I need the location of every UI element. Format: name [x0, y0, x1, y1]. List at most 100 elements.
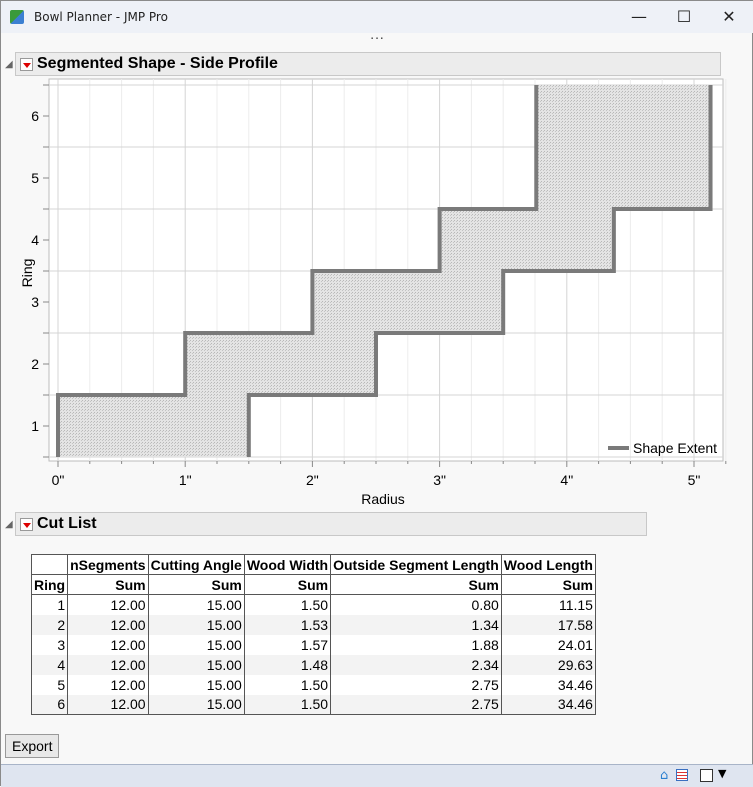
value-cell: 24.01	[500, 634, 596, 655]
table-row: 1 12.00 15.00 1.50 0.80 11.15	[30, 594, 596, 615]
ring-cell: 6	[30, 694, 68, 715]
x-axis-label: Radius	[361, 491, 405, 507]
table-row: 4 12.00 15.00 1.48 2.34 29.63	[30, 654, 596, 675]
ring-cell: 2	[30, 614, 68, 635]
column-header[interactable]: Wood Width	[243, 554, 331, 575]
x-tick-label: 0"	[52, 472, 65, 488]
profile-title: Segmented Shape - Side Profile	[37, 55, 278, 72]
column-header[interactable]: Wood Length	[500, 554, 596, 575]
y-tick-label: 1	[31, 418, 39, 434]
column-header[interactable]: nSegments	[67, 554, 149, 575]
cut-list-table: nSegments Cutting Angle Wood Width Outside …	[30, 554, 596, 715]
side-profile-chart: 0" 1" 2" 3" 4" 5" 1 2 3 4 5 6 Radius Ring Shape Ext…	[1, 76, 741, 511]
column-header[interactable]: Outside Segment Length	[330, 554, 502, 575]
value-cell: 15.00	[147, 694, 245, 715]
more-button[interactable]: ...	[370, 28, 385, 42]
x-tick-label: 4"	[560, 472, 573, 488]
x-tick-label: 2"	[306, 472, 319, 488]
close-button[interactable]: ✕	[722, 7, 736, 26]
row-header: Ring	[30, 574, 68, 595]
corner-cell	[30, 554, 68, 575]
value-cell: 15.00	[147, 674, 245, 695]
x-tick-label: 1"	[179, 472, 192, 488]
legend-label: Shape Extent	[633, 440, 717, 456]
value-cell: 15.00	[147, 634, 245, 655]
window-title: Bowl Planner - JMP Pro	[34, 10, 168, 24]
y-tick-label: 6	[31, 108, 39, 124]
table-row: 6 12.00 15.00 1.50 2.75 34.46	[30, 694, 596, 715]
value-cell: 15.00	[147, 654, 245, 675]
column-stat: Sum	[67, 574, 149, 595]
y-tick-label: 4	[31, 232, 39, 248]
ring-cell: 3	[30, 634, 68, 655]
profile-outline-header[interactable]: ◢ Segmented Shape - Side Profile	[5, 52, 721, 76]
value-cell: 12.00	[67, 634, 149, 655]
table-row: 2 12.00 15.00 1.53 1.34 17.58	[30, 614, 596, 635]
cutlist-outline-header[interactable]: ◢ Cut List	[5, 512, 647, 536]
cutlist-title: Cut List	[37, 515, 97, 532]
ring-segment-3	[312, 271, 504, 333]
table-icon[interactable]	[676, 769, 688, 781]
value-cell: 34.46	[500, 694, 596, 715]
column-stat: Sum	[243, 574, 331, 595]
shape-inner-edge	[56, 85, 539, 457]
value-cell: 1.88	[330, 634, 502, 655]
maximize-button[interactable]: ☐	[676, 7, 692, 26]
y-tick-label: 5	[31, 170, 39, 186]
ring-segment-6	[536, 85, 711, 147]
value-cell: 17.58	[500, 614, 596, 635]
value-cell: 15.00	[147, 594, 245, 615]
value-cell: 12.00	[67, 594, 149, 615]
export-button[interactable]: Export	[5, 734, 60, 758]
shape-outer-edge	[246, 85, 713, 457]
value-cell: 2.75	[330, 674, 502, 695]
value-cell: 12.00	[67, 694, 149, 715]
column-stat: Sum	[147, 574, 245, 595]
value-cell: 1.50	[243, 674, 331, 695]
ring-cell: 1	[30, 594, 68, 615]
y-axis-label: Ring	[19, 259, 35, 288]
ring-cell: 5	[30, 674, 68, 695]
value-cell: 1.34	[330, 614, 502, 635]
y-tick-label: 3	[31, 294, 39, 310]
value-cell: 1.50	[243, 594, 331, 615]
ring-segment-2	[185, 333, 376, 395]
value-cell: 1.48	[243, 654, 331, 675]
table-row: 5 12.00 15.00 1.50 2.75 34.46	[30, 674, 596, 695]
value-cell: 29.63	[500, 654, 596, 675]
red-triangle-menu-icon[interactable]	[20, 517, 33, 531]
table-row: 3 12.00 15.00 1.57 1.88 24.01	[30, 634, 596, 655]
status-bar: ⌂ ▼	[1, 764, 753, 787]
value-cell: 12.00	[67, 654, 149, 675]
disclosure-icon[interactable]: ◢	[5, 58, 13, 70]
value-cell: 12.00	[67, 674, 149, 695]
x-tick-label: 5"	[688, 472, 701, 488]
y-tick-label: 2	[31, 356, 39, 372]
value-cell: 2.75	[330, 694, 502, 715]
ring-cell: 4	[30, 654, 68, 675]
value-cell: 1.50	[243, 694, 331, 715]
value-cell: 15.00	[147, 614, 245, 635]
disclosure-icon[interactable]: ◢	[5, 518, 13, 530]
home-icon[interactable]: ⌂	[660, 768, 669, 783]
app-icon	[10, 10, 24, 24]
value-cell: 1.57	[243, 634, 331, 655]
value-cell: 1.53	[243, 614, 331, 635]
x-tick-label: 3"	[433, 472, 446, 488]
value-cell: 34.46	[500, 674, 596, 695]
ring-segment-5	[536, 147, 711, 209]
dropdown-arrow-icon[interactable]: ▼	[718, 767, 727, 780]
value-cell: 0.80	[330, 594, 502, 615]
selection-box[interactable]	[700, 769, 713, 782]
value-cell: 11.15	[500, 594, 596, 615]
column-stat: Sum	[330, 574, 502, 595]
minimize-button[interactable]: —	[631, 7, 647, 26]
ring-segment-4	[439, 209, 614, 271]
value-cell: 2.34	[330, 654, 502, 675]
chart-svg: 0" 1" 2" 3" 4" 5" 1 2 3 4 5 6 Radius Ring Shape Ext…	[19, 78, 727, 507]
column-header[interactable]: Cutting Angle	[147, 554, 245, 575]
red-triangle-menu-icon[interactable]	[20, 57, 33, 71]
title-bar: Bowl Planner - JMP Pro — ☐ ✕	[1, 1, 753, 33]
value-cell: 12.00	[67, 614, 149, 635]
ring-segment-1	[58, 395, 249, 457]
